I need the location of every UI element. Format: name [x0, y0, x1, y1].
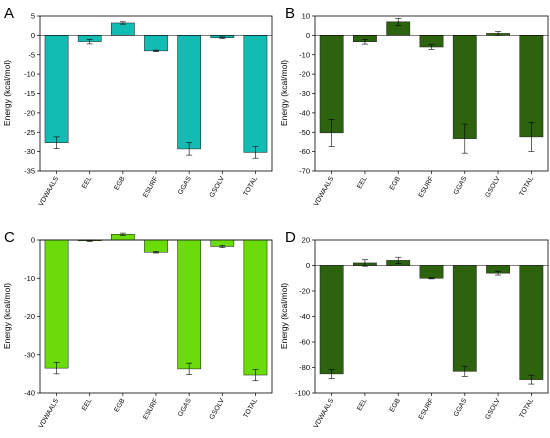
x-tick-label: TOTAL	[518, 175, 535, 197]
y-tick-label: -100	[295, 389, 310, 398]
bar-ggas	[177, 239, 201, 370]
bar-vdwaals	[319, 265, 344, 375]
y-tick-label: -10	[299, 50, 310, 59]
x-tick-label: GSOLV	[208, 397, 226, 421]
bar-ggas	[177, 35, 201, 150]
y-tick-label: -70	[299, 167, 310, 176]
x-tick-label: TOTAL	[242, 175, 259, 197]
y-tick-label: -40	[24, 389, 35, 398]
x-tick-label: GSOLV	[484, 175, 502, 199]
x-tick-label: GGAS	[177, 397, 193, 418]
x-tick-label: EGB	[113, 397, 126, 413]
bar-esurf	[419, 265, 444, 279]
y-tick-label: -20	[24, 312, 35, 321]
x-tick-label: EGB	[113, 175, 126, 191]
bar-ggas	[452, 265, 477, 372]
y-tick-label: 0	[31, 31, 35, 40]
y-tick-label: -60	[299, 147, 310, 156]
y-tick-label: -30	[24, 147, 35, 156]
y-axis-title: Energy (kcal/mol)	[2, 283, 12, 349]
y-tick-label: -15	[24, 89, 35, 98]
x-tick-label: EEL	[356, 397, 369, 412]
y-tick-label: -5	[28, 50, 35, 59]
panel-c: C 0 -10 -20 -30 -40 Energy (kcal/mol) VDWAALS EE…	[2, 229, 273, 430]
y-axis-title: Energy (kcal/mol)	[279, 283, 289, 349]
y-tick-label: -35	[24, 167, 35, 176]
x-tick-label: GGAS	[453, 397, 469, 418]
y-tick-label: -80	[299, 363, 310, 372]
x-tick-label: GGAS	[177, 175, 193, 196]
panel-letter: A	[4, 5, 14, 22]
bar-total	[519, 35, 544, 138]
y-tick-label: -25	[24, 128, 35, 137]
x-tick-label: EGB	[389, 397, 402, 413]
x-tick-label: VDWAALS	[38, 175, 61, 207]
bar-esurf	[144, 35, 168, 52]
y-tick-label: -40	[299, 312, 310, 321]
x-tick-label: ESURF	[418, 176, 436, 199]
x-tick-label: GSOLV	[208, 175, 226, 199]
x-tick-label: VDWAALS	[313, 397, 336, 429]
panel-a: A 5 0 -5 -10 -15 -20 -25 -30 -35 Energy (kcal/mol)…	[2, 5, 273, 208]
x-tick-label: TOTAL	[242, 397, 259, 419]
y-tick-label: 20	[302, 236, 310, 245]
x-tick-label: VDWAALS	[313, 175, 336, 207]
y-tick-label: -20	[24, 108, 35, 117]
x-tick-label: ESURF	[142, 176, 160, 199]
y-tick-label: -40	[299, 108, 310, 117]
x-tick-label: ESURF	[418, 398, 436, 421]
panel-letter: C	[4, 229, 15, 246]
panel-letter: D	[285, 229, 296, 246]
y-tick-label: 5	[31, 12, 35, 21]
bar-vdwaals	[319, 35, 344, 134]
y-axis-title: Energy (kcal/mol)	[279, 60, 289, 126]
y-tick-label: 10	[302, 12, 310, 21]
bar-egb	[111, 22, 135, 36]
y-tick-label: 0	[306, 31, 310, 40]
x-tick-label: EGB	[389, 175, 402, 191]
panel-letter: B	[285, 5, 295, 22]
bar-vdwaals	[44, 35, 69, 143]
bar-total	[519, 265, 544, 380]
y-tick-label: -10	[24, 70, 35, 79]
x-tick-label: EEL	[81, 397, 94, 412]
bar-total	[243, 35, 268, 153]
y-tick-label: -30	[24, 350, 35, 359]
x-tick-label: EEL	[81, 175, 94, 190]
y-tick-label: -60	[299, 338, 310, 347]
x-tick-label: VDWAALS	[38, 397, 61, 429]
panel-d: D 20 0 -20 -40 -60 -80 -100 Energy (kcal/mol) VDW…	[279, 229, 549, 430]
bar-vdwaals	[44, 239, 69, 369]
y-tick-label: -10	[24, 274, 35, 283]
y-axis-title: Energy (kcal/mol)	[2, 60, 12, 126]
y-tick-label: 0	[306, 261, 310, 270]
y-tick-label: 0	[31, 236, 35, 245]
y-tick-label: -50	[299, 128, 310, 137]
y-tick-label: -30	[299, 89, 310, 98]
x-tick-label: GSOLV	[484, 397, 502, 421]
y-tick-label: -20	[299, 70, 310, 79]
bar-ggas	[452, 35, 477, 139]
x-tick-label: EEL	[356, 175, 369, 190]
x-tick-label: ESURF	[142, 398, 160, 421]
bar-esurf	[144, 239, 168, 253]
x-tick-label: GGAS	[453, 175, 469, 196]
y-tick-label: -20	[299, 287, 310, 296]
plot-frame	[39, 239, 273, 394]
x-tick-label: TOTAL	[518, 397, 535, 419]
plot-frame	[314, 239, 549, 394]
panel-b: B 10 0 -10 -20 -30 -40 -50 -60 -70 Energy (kcal/mo…	[279, 5, 549, 208]
bar-total	[243, 239, 268, 376]
